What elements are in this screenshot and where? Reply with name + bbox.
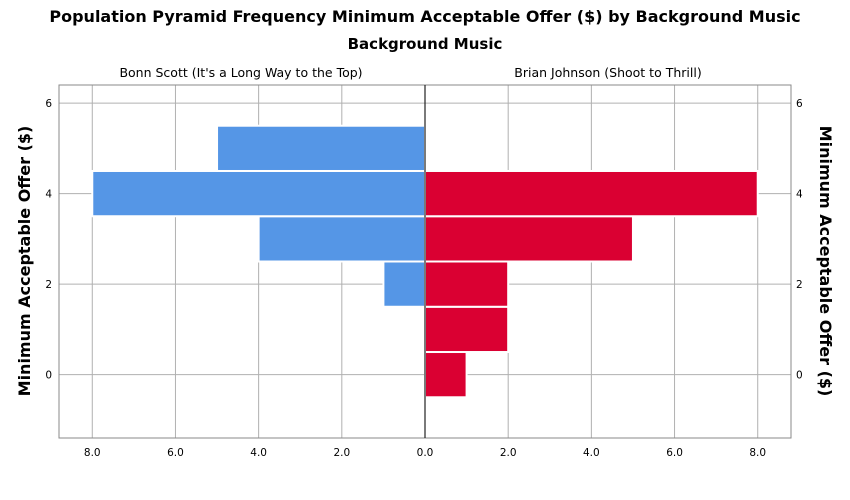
right-bar-y0 bbox=[424, 351, 468, 399]
y-tick-label-right: 2 bbox=[796, 279, 803, 291]
y-tick-label-right: 0 bbox=[796, 370, 803, 382]
tick-labels: 0.0 2.0 2.0 4.0 4.0 6.0 6.0 8.0 8.0 0 0 2 2 4 4 6 6 bbox=[45, 98, 803, 459]
left-bar-y5 bbox=[216, 124, 426, 172]
right-bar-y3 bbox=[424, 215, 634, 263]
x-tick-label: 4.0 bbox=[583, 447, 600, 459]
right-bar-y4 bbox=[424, 169, 759, 218]
y-tick-label-left: 6 bbox=[45, 98, 52, 110]
left-bar-y4 bbox=[91, 169, 426, 218]
plot-frame bbox=[58, 84, 792, 439]
right-panel-label: Brian Johnson (Shoot to Thrill) bbox=[514, 65, 701, 80]
y-tick-label-right: 4 bbox=[796, 189, 803, 201]
left-bar-y2 bbox=[382, 260, 426, 308]
y-tick-label-left: 2 bbox=[45, 279, 52, 291]
chart-subtitle: Background Music bbox=[348, 35, 503, 53]
x-tick-label: 8.0 bbox=[749, 447, 766, 459]
x-tick-label: 8.0 bbox=[84, 447, 101, 459]
bars bbox=[91, 124, 759, 399]
x-tick-label: 6.0 bbox=[167, 447, 184, 459]
y-tick-label-left: 4 bbox=[45, 189, 52, 201]
x-tick-label: 2.0 bbox=[333, 447, 350, 459]
x-tick-label: 6.0 bbox=[666, 447, 683, 459]
chart-title: Population Pyramid Frequency Minimum Acc… bbox=[49, 7, 800, 26]
x-tick-label: 0.0 bbox=[417, 447, 434, 459]
y-axis-label-left: Minimum Acceptable Offer ($) bbox=[15, 126, 34, 397]
y-tick-label-left: 0 bbox=[45, 370, 52, 382]
right-bar-y2 bbox=[424, 260, 510, 308]
y-axis-label-right: Minimum Acceptable Offer ($) bbox=[816, 126, 835, 397]
x-tick-label: 4.0 bbox=[250, 447, 267, 459]
left-panel-label: Bonn Scott (It's a Long Way to the Top) bbox=[119, 65, 362, 80]
left-bar-y3 bbox=[257, 215, 426, 263]
y-tick-label-right: 6 bbox=[796, 98, 803, 110]
x-tick-label: 2.0 bbox=[500, 447, 517, 459]
right-bar-y1 bbox=[424, 305, 510, 354]
